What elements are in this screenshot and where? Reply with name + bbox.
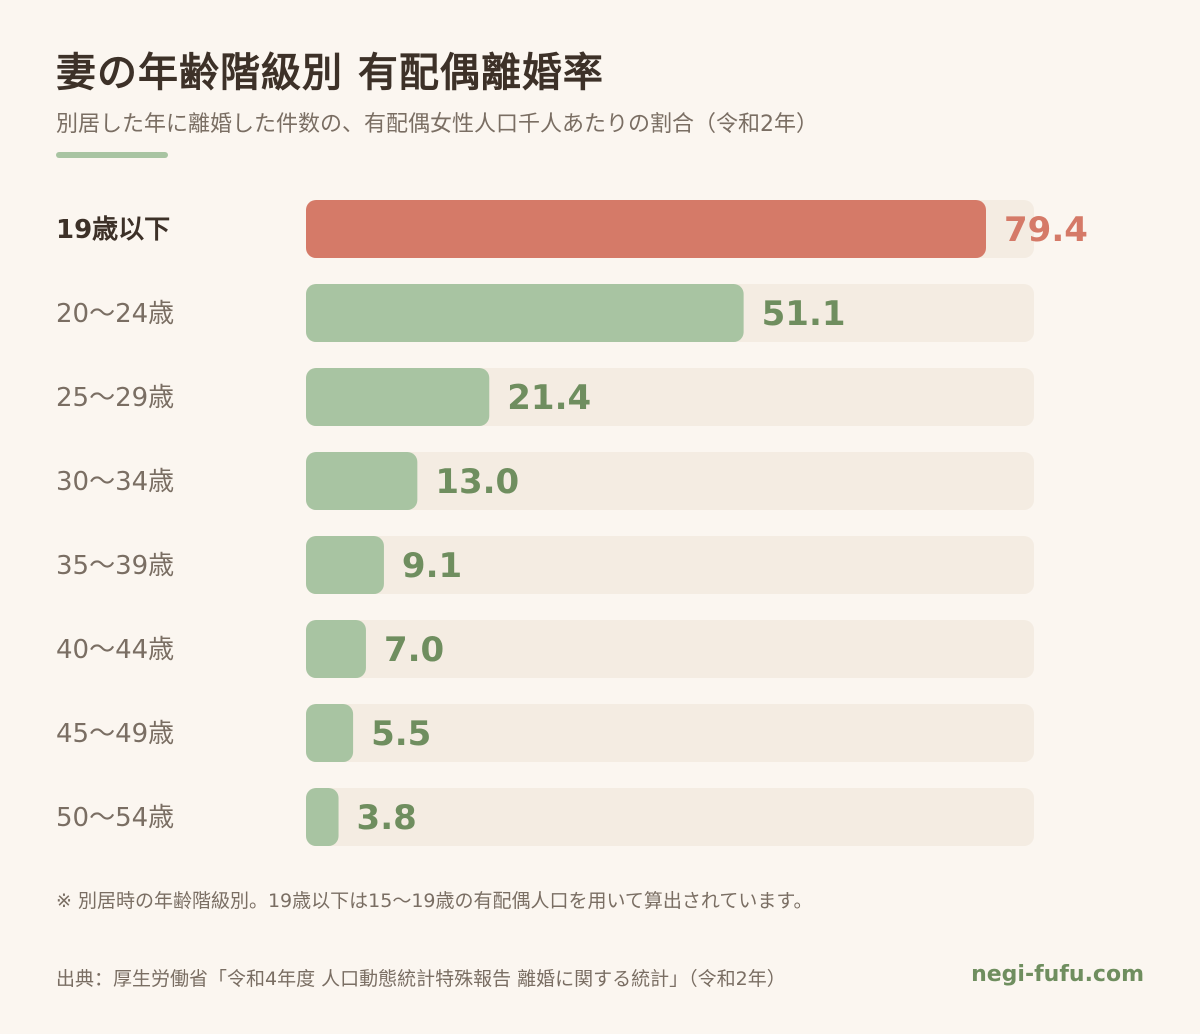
bar bbox=[306, 452, 418, 510]
bar bbox=[306, 620, 366, 678]
accent-rule bbox=[56, 152, 168, 158]
value-label: 21.4 bbox=[507, 378, 591, 418]
bar-track bbox=[306, 788, 1034, 846]
bar bbox=[306, 368, 490, 426]
value-label: 51.1 bbox=[762, 294, 846, 334]
bar bbox=[306, 284, 744, 342]
bar bbox=[306, 788, 339, 846]
category-label: 25〜29歳 bbox=[56, 383, 174, 413]
value-label: 9.1 bbox=[402, 546, 462, 586]
bar bbox=[306, 704, 354, 762]
site-credit: negi-fufu.com bbox=[971, 962, 1144, 987]
bar-track bbox=[306, 452, 1034, 510]
category-label: 45〜49歳 bbox=[56, 719, 174, 749]
category-label: 40〜44歳 bbox=[56, 635, 174, 665]
chart-subtitle: 別居した年に離婚した件数の、有配偶女性人口千人あたりの割合（令和2年） bbox=[56, 112, 818, 137]
category-label: 50〜54歳 bbox=[56, 803, 174, 833]
bar-track bbox=[306, 620, 1034, 678]
category-label: 19歳以下 bbox=[56, 215, 170, 245]
value-label: 7.0 bbox=[384, 630, 444, 670]
value-label: 5.5 bbox=[371, 714, 431, 754]
value-label: 3.8 bbox=[357, 798, 417, 838]
bar bbox=[306, 536, 384, 594]
bar bbox=[306, 200, 986, 258]
value-label: 79.4 bbox=[1004, 210, 1088, 250]
source-citation: 出典：厚生労働省「令和4年度 人口動態統計特殊報告 離婚に関する統計」（令和2年… bbox=[56, 968, 786, 990]
value-label: 13.0 bbox=[435, 462, 519, 502]
category-label: 30〜34歳 bbox=[56, 467, 174, 497]
bar-track bbox=[306, 536, 1034, 594]
category-label: 35〜39歳 bbox=[56, 551, 174, 581]
category-label: 20〜24歳 bbox=[56, 299, 174, 329]
footnote: ※ 別居時の年齢階級別。19歳以下は15〜19歳の有配偶人口を用いて算出されてい… bbox=[56, 890, 813, 912]
chart-title: 妻の年齢階級別 有配偶離婚率 bbox=[56, 50, 604, 96]
bar-track bbox=[306, 704, 1034, 762]
